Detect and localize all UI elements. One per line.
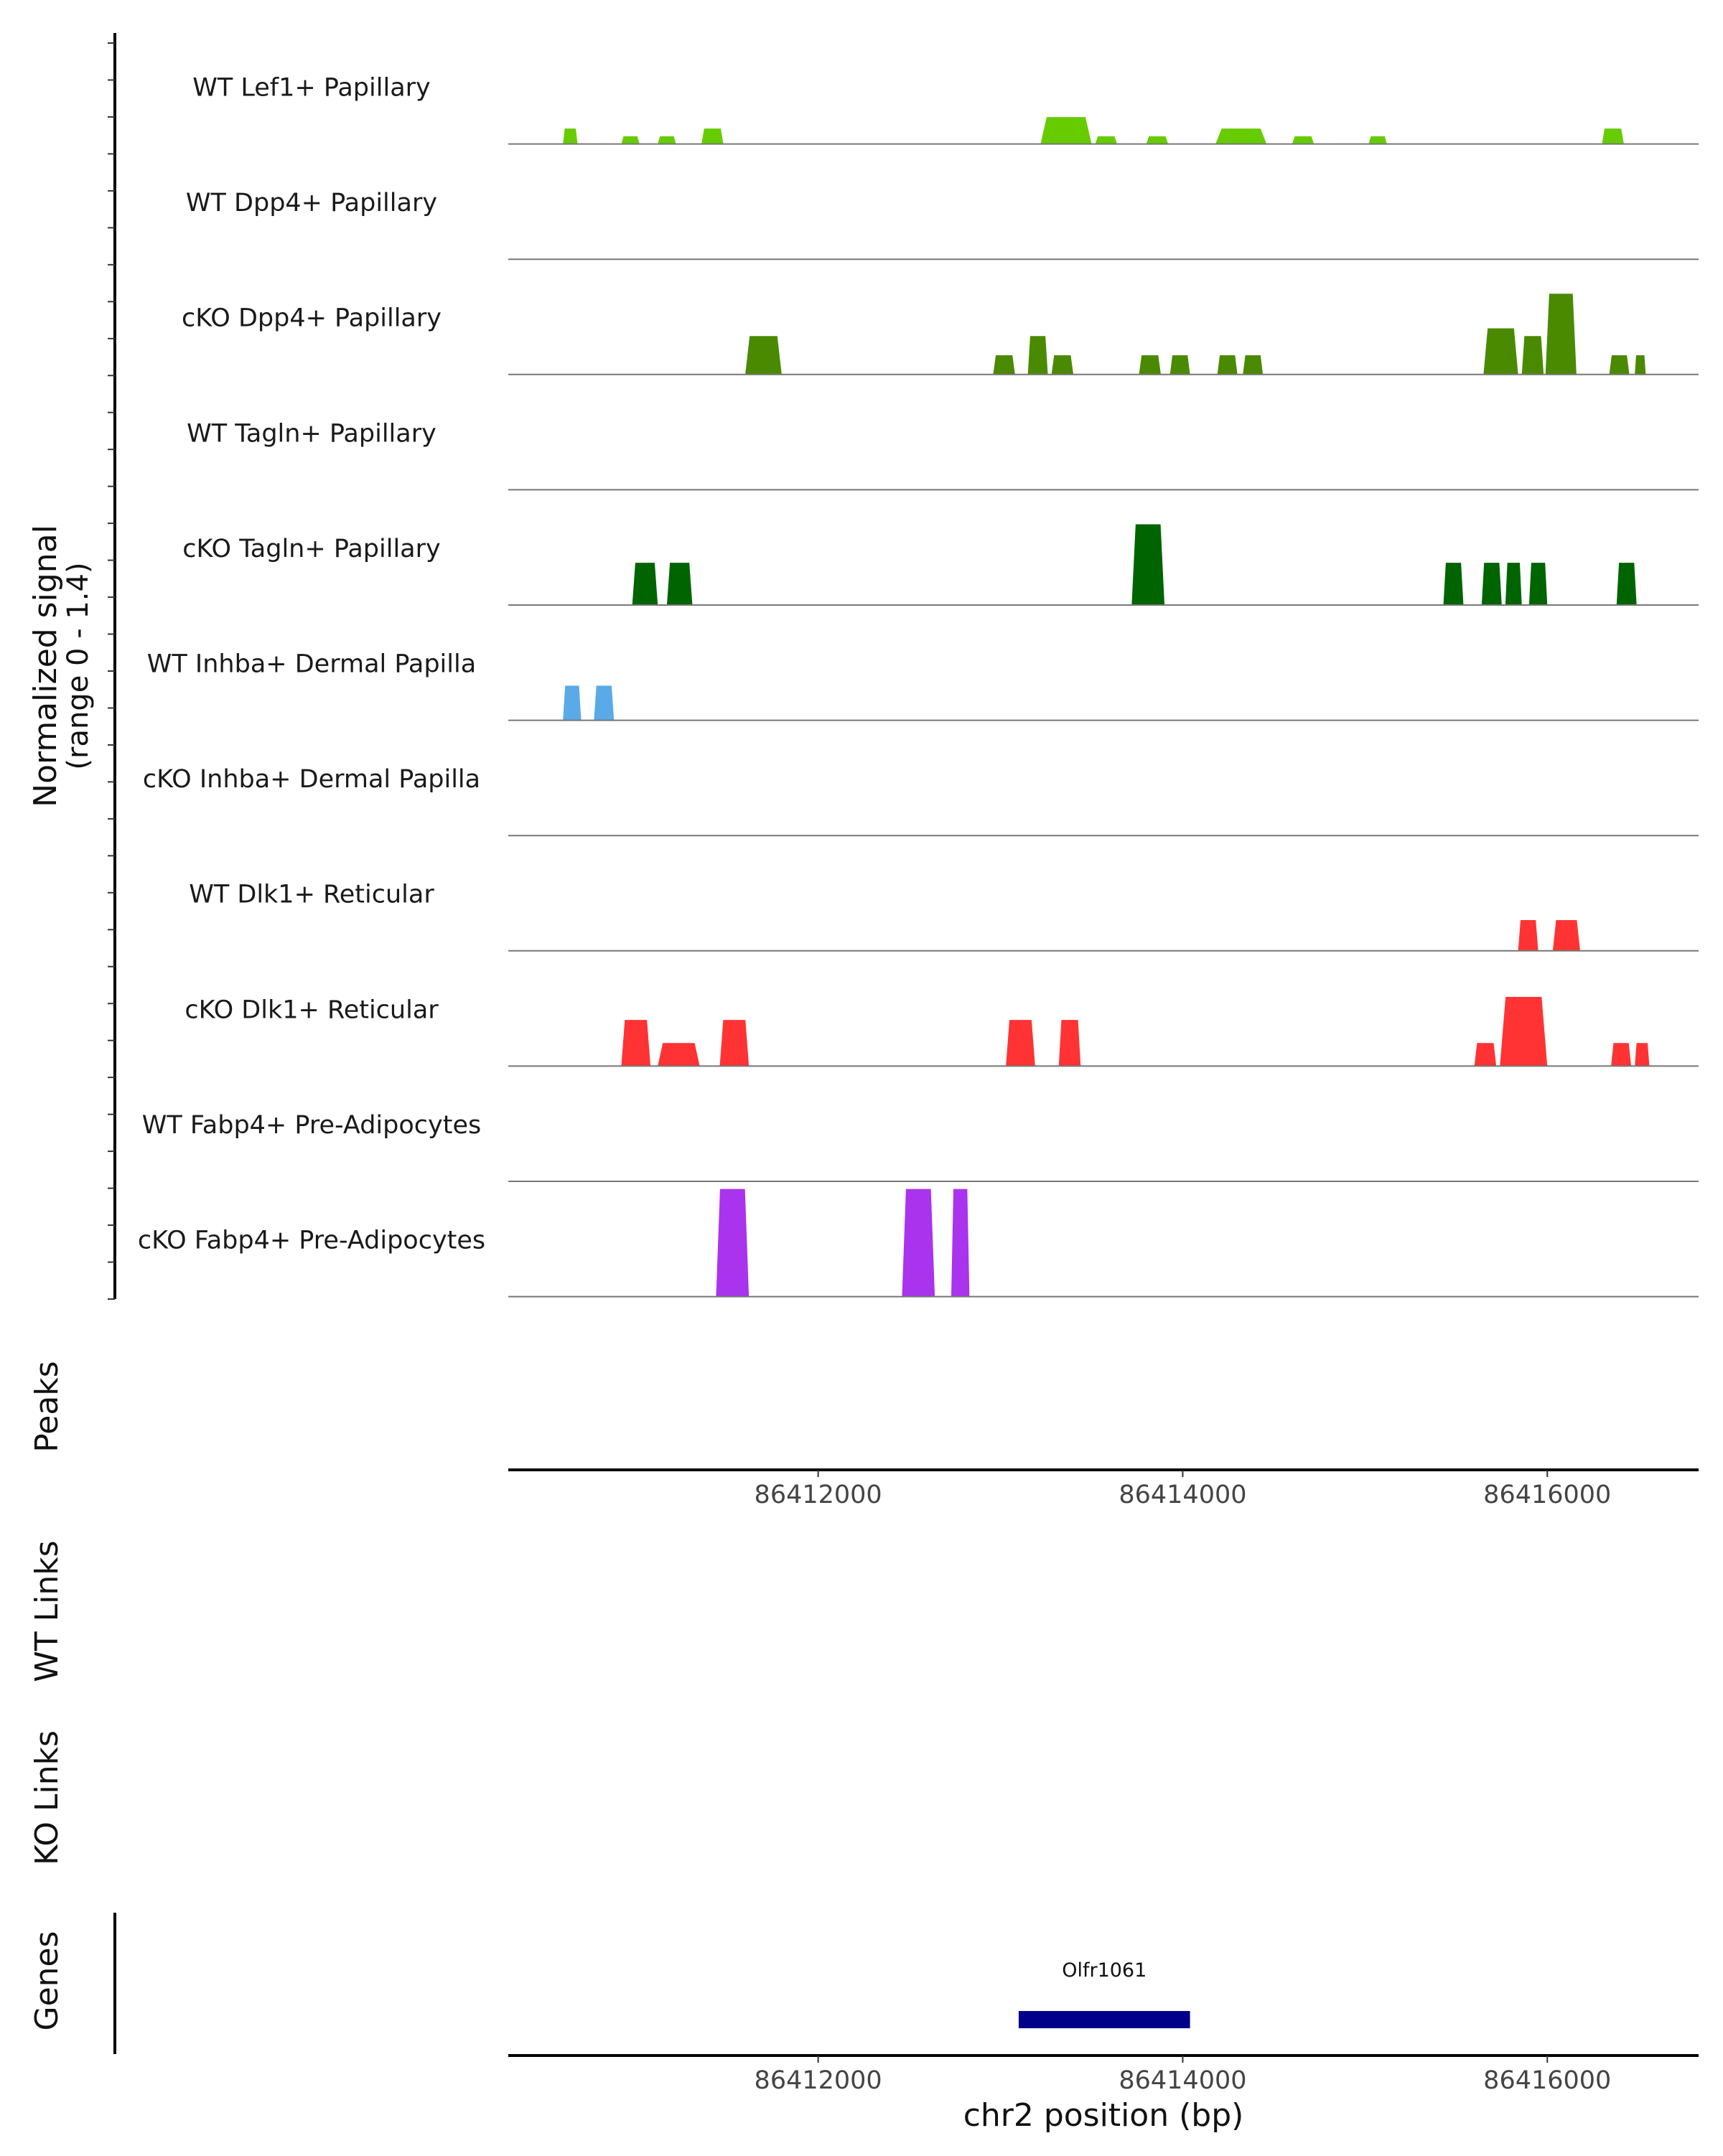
gene-track: Olfr1061 bbox=[1018, 1959, 1190, 2028]
coverage-peak bbox=[701, 128, 724, 144]
coverage-peak bbox=[1040, 117, 1092, 144]
coverage-peak bbox=[716, 1189, 750, 1297]
x-axes: 86412000 86414000 86416000 86412000 86414000… bbox=[508, 1468, 1699, 2134]
coverage-peak bbox=[1635, 355, 1646, 375]
x-axis-lower: 86412000 86414000 86416000 chr2 position (b… bbox=[508, 2054, 1699, 2134]
coverage-peak bbox=[1528, 563, 1548, 605]
x-tick-label: 86416000 bbox=[1483, 2066, 1611, 2095]
coverage-peak bbox=[1483, 328, 1518, 375]
track: cKO Dpp4+ Papillary bbox=[182, 294, 1699, 375]
coverage-peak bbox=[658, 1043, 700, 1067]
coverage-peak bbox=[1006, 1020, 1035, 1067]
track: WT Tagln+ Papillary bbox=[187, 419, 1699, 491]
wt-links-panel-label: WT Links bbox=[29, 1540, 65, 1682]
coverage-peak bbox=[1545, 294, 1577, 375]
track: cKO Dlk1+ Reticular bbox=[185, 995, 1699, 1067]
coverage-peak bbox=[1217, 355, 1238, 375]
coverage-peak bbox=[563, 128, 578, 144]
x-tick-label: 86416000 bbox=[1483, 1481, 1611, 1509]
coverage-peak bbox=[1521, 336, 1544, 375]
x-tick-label: 86414000 bbox=[1119, 1481, 1246, 1509]
coverage-peak bbox=[1474, 1043, 1497, 1067]
coverage-peak bbox=[621, 136, 640, 144]
track-label: WT Lef1+ Papillary bbox=[192, 74, 431, 103]
peaks-panel-label: Peaks bbox=[29, 1361, 65, 1452]
coverage-peak bbox=[1139, 355, 1161, 375]
coverage-peak bbox=[745, 336, 782, 375]
coverage-peak bbox=[1146, 136, 1169, 144]
coverage-peak bbox=[719, 1020, 750, 1067]
track-label: WT Tagln+ Papillary bbox=[187, 419, 436, 448]
coverage-peak bbox=[1215, 128, 1267, 144]
track-label: WT Dpp4+ Papillary bbox=[186, 189, 437, 217]
track: cKO Fabp4+ Pre-Adipocytes bbox=[138, 1189, 1699, 1298]
track: WT Lef1+ Papillary bbox=[192, 74, 1699, 145]
track-label: cKO Dpp4+ Papillary bbox=[182, 304, 442, 333]
coverage-peak bbox=[666, 563, 693, 605]
x-axis-upper: 86412000 86414000 86416000 bbox=[508, 1468, 1699, 1509]
track: WT Dpp4+ Papillary bbox=[186, 189, 1699, 261]
track: cKO Tagln+ Papillary bbox=[182, 524, 1699, 606]
track-label: WT Fabp4+ Pre-Adipocytes bbox=[142, 1111, 481, 1140]
gene-body bbox=[1018, 2011, 1190, 2028]
coverage-peak bbox=[951, 1189, 970, 1297]
track: WT Fabp4+ Pre-Adipocytes bbox=[142, 1111, 1699, 1182]
coverage-peak bbox=[1616, 563, 1637, 605]
coverage-peak bbox=[1552, 919, 1580, 951]
coverage-peak bbox=[993, 355, 1015, 375]
coverage-peak bbox=[1602, 128, 1624, 144]
ko-links-panel-label: KO Links bbox=[29, 1730, 65, 1865]
track-label: WT Inhba+ Dermal Papilla bbox=[147, 650, 476, 679]
coverage-peak bbox=[1481, 563, 1502, 605]
coverage-peak bbox=[1292, 136, 1315, 144]
coverage-peak bbox=[632, 563, 658, 605]
coverage-peak bbox=[1051, 355, 1074, 375]
track: cKO Inhba+ Dermal Papilla bbox=[143, 765, 1699, 837]
coverage-peak bbox=[1131, 524, 1165, 605]
track-label: cKO Fabp4+ Pre-Adipocytes bbox=[138, 1227, 485, 1255]
x-axis-title: chr2 position (bp) bbox=[963, 2097, 1244, 2134]
coverage-peak bbox=[1169, 355, 1190, 375]
signal-axis: Normalized signal(range 0 - 1.4) bbox=[27, 33, 116, 1300]
coverage-peak bbox=[1500, 996, 1548, 1067]
x-tick-label: 86412000 bbox=[755, 1481, 882, 1509]
track: WT Dlk1+ Reticular bbox=[189, 881, 1699, 952]
coverage-peak bbox=[563, 685, 582, 721]
coverage-peak bbox=[1609, 355, 1630, 375]
track-label: cKO Tagln+ Papillary bbox=[182, 535, 441, 563]
genes-panel-label: Genes bbox=[29, 1931, 65, 2030]
coverage-peak bbox=[1443, 563, 1464, 605]
track-label: WT Dlk1+ Reticular bbox=[189, 881, 434, 909]
coverage-peak bbox=[1058, 1020, 1081, 1067]
side-panels: Peaks WT Links KO Links Genes bbox=[29, 1361, 116, 2054]
coverage-peak bbox=[1635, 1043, 1650, 1067]
coverage-peak bbox=[621, 1020, 651, 1067]
signal-axis-label: Normalized signal bbox=[27, 525, 64, 807]
coverage-peak bbox=[1505, 563, 1522, 605]
x-tick-label: 86412000 bbox=[755, 2066, 882, 2095]
coverage-peak bbox=[1518, 919, 1538, 951]
coverage-peak bbox=[594, 685, 615, 721]
coverage-peak bbox=[1243, 355, 1264, 375]
signal-axis-range-label: (range 0 - 1.4) bbox=[62, 562, 95, 769]
gene-label: Olfr1061 bbox=[1062, 1959, 1147, 1982]
coverage-peak bbox=[1027, 336, 1048, 375]
track: WT Inhba+ Dermal Papilla bbox=[147, 650, 1699, 721]
coverage-peak bbox=[902, 1189, 935, 1297]
coverage-peak bbox=[658, 136, 676, 144]
track-label: cKO Dlk1+ Reticular bbox=[185, 995, 439, 1024]
x-tick-label: 86414000 bbox=[1119, 2066, 1246, 2095]
coverage-peak bbox=[1368, 136, 1387, 144]
coverage-peak bbox=[1611, 1043, 1632, 1067]
coverage-tracks: WT Lef1+ Papillary WT Dpp4+ Papillary cKO … bbox=[138, 74, 1699, 1298]
coverage-peak bbox=[1095, 136, 1118, 144]
track-label: cKO Inhba+ Dermal Papilla bbox=[143, 765, 480, 794]
